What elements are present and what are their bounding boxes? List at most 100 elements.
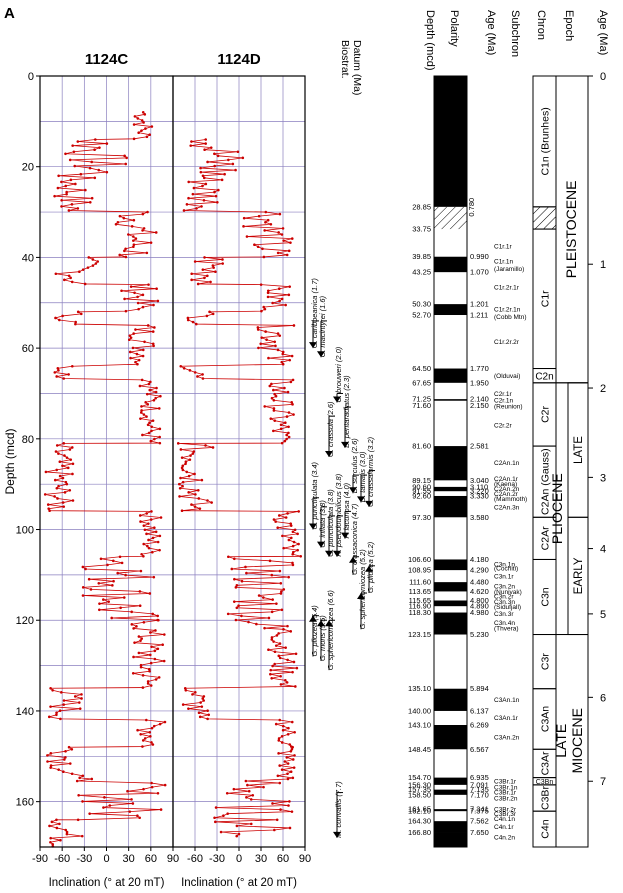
data-point xyxy=(188,458,192,461)
data-point xyxy=(200,205,203,208)
data-point xyxy=(151,330,155,333)
age-label: 1.070 xyxy=(470,268,489,277)
data-point xyxy=(273,828,276,832)
data-point xyxy=(55,486,59,490)
data-point xyxy=(272,429,275,433)
data-point xyxy=(277,231,280,234)
polarity-normal-interval xyxy=(434,446,467,481)
chron-label: C2An (Gauss) xyxy=(540,448,552,515)
data-point xyxy=(154,530,158,534)
polarity-normal-interval xyxy=(434,612,467,635)
data-point xyxy=(269,417,273,420)
data-point xyxy=(135,352,139,356)
data-point xyxy=(290,810,294,813)
data-point xyxy=(46,503,50,506)
data-point xyxy=(99,557,103,561)
polarity-normal-interval xyxy=(434,495,467,518)
data-point xyxy=(68,448,72,451)
subchron-label: C3Br.1r xyxy=(494,790,517,797)
biostrat-title: Datum (Ma) xyxy=(351,40,363,95)
depth-label: 33.75 xyxy=(412,225,431,234)
x-tick-label: 0 xyxy=(103,853,109,865)
data-point xyxy=(206,160,209,164)
chron-uncertain-interval xyxy=(532,206,557,230)
strat-column-header: Subchron xyxy=(509,10,521,57)
data-point xyxy=(178,486,182,490)
data-point xyxy=(137,651,141,655)
data-point xyxy=(289,522,292,525)
epoch-sublabel: LATE xyxy=(573,436,585,464)
depth-label: 92.60 xyxy=(412,491,431,500)
depth-label: 91.55 xyxy=(412,487,431,496)
data-point xyxy=(58,709,62,713)
data-point xyxy=(187,196,190,200)
data-point xyxy=(50,820,54,824)
data-point xyxy=(263,307,267,311)
data-point xyxy=(132,245,135,249)
data-point xyxy=(208,310,211,314)
data-point xyxy=(292,324,296,327)
data-point xyxy=(57,452,60,455)
data-point xyxy=(84,567,87,571)
data-point xyxy=(190,140,193,143)
chron-label: C2r xyxy=(540,405,552,422)
data-point xyxy=(268,559,272,563)
data-point xyxy=(267,648,270,652)
y-tick-label: 160 xyxy=(16,797,34,809)
biostrat-datum: G. crassaconica (4.7) xyxy=(349,503,359,575)
data-point xyxy=(240,579,244,583)
data-point xyxy=(148,730,152,734)
polarity-normal-interval xyxy=(434,76,467,207)
data-point xyxy=(143,113,147,116)
data-point xyxy=(213,816,216,820)
data-point xyxy=(138,816,141,820)
data-point xyxy=(147,382,151,386)
data-point xyxy=(55,468,59,472)
data-point xyxy=(270,382,273,386)
data-point xyxy=(201,174,205,178)
data-point xyxy=(273,650,277,654)
biostrat-datum: C. macintyrei (1.6) xyxy=(317,295,327,358)
data-point xyxy=(270,638,274,641)
data-point xyxy=(282,546,285,550)
data-point xyxy=(270,676,274,680)
data-point xyxy=(55,444,59,447)
data-point xyxy=(118,214,122,218)
data-point xyxy=(62,505,66,508)
age-label: 7.091 xyxy=(470,780,489,789)
data-point xyxy=(86,266,90,269)
data-point xyxy=(81,268,85,271)
data-point xyxy=(157,618,160,622)
data-point xyxy=(244,779,248,783)
data-point xyxy=(223,172,226,176)
data-point xyxy=(190,272,193,276)
data-point xyxy=(181,464,185,468)
data-point xyxy=(143,340,146,344)
data-point xyxy=(131,346,135,350)
data-point xyxy=(141,305,145,309)
data-point xyxy=(279,808,282,811)
polarity-normal-interval xyxy=(434,304,467,316)
data-point xyxy=(234,586,238,589)
data-point xyxy=(134,360,137,364)
data-point xyxy=(235,824,239,828)
data-point xyxy=(281,728,285,732)
data-point xyxy=(120,289,123,293)
age-label: 2.581 xyxy=(470,442,489,451)
data-point xyxy=(262,596,265,599)
data-point xyxy=(257,346,260,350)
data-point xyxy=(286,512,289,515)
data-point xyxy=(139,411,143,414)
data-point xyxy=(191,452,195,455)
data-point xyxy=(262,305,266,309)
data-point xyxy=(278,764,281,767)
data-point xyxy=(288,743,292,746)
datum-label: D. pentaradiatus (2.3) xyxy=(342,375,351,448)
data-point xyxy=(44,470,48,474)
subchron-label: (Jaramillo) xyxy=(494,266,524,273)
data-point xyxy=(149,661,153,665)
data-point xyxy=(226,612,230,616)
data-point xyxy=(129,336,133,339)
age-label: 2.150 xyxy=(470,401,489,410)
data-point xyxy=(138,384,142,388)
